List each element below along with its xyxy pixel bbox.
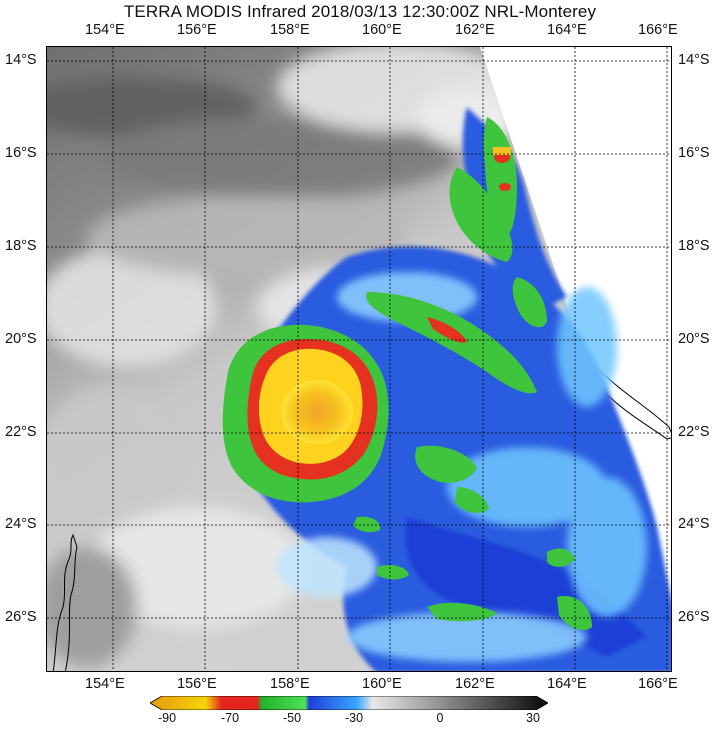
australia-coastline — [52, 533, 78, 671]
left-lat-label: 26°S — [5, 609, 37, 625]
left-lat-label: 16°S — [5, 145, 37, 161]
right-lat-label: 22°S — [678, 424, 710, 440]
top-lon-label: 164°E — [547, 22, 587, 38]
colorbar-tick-label: 30 — [526, 711, 540, 725]
bottom-lon-label: 164°E — [547, 676, 587, 692]
top-lon-label: 154°E — [85, 22, 125, 38]
top-lon-label: 156°E — [177, 22, 217, 38]
graticule — [47, 47, 671, 671]
bottom-lon-label: 154°E — [85, 676, 125, 692]
green-rain-bands — [353, 117, 592, 631]
red-rain-cells — [427, 147, 511, 343]
colorbar-tick-label: -50 — [282, 711, 302, 725]
cyclone-core — [222, 324, 389, 503]
left-lat-label: 22°S — [5, 424, 37, 440]
satellite-image — [47, 47, 671, 671]
colorbar — [150, 696, 548, 710]
gray-cloud-texture — [47, 47, 517, 671]
bottom-lon-label: 160°E — [362, 676, 402, 692]
right-lat-label: 26°S — [678, 609, 710, 625]
right-lat-label: 16°S — [678, 145, 710, 161]
colorbar-tick-label: 0 — [436, 711, 444, 725]
left-lat-label: 18°S — [5, 238, 37, 254]
colorbar-tick-label: -70 — [220, 711, 240, 725]
top-lon-label: 158°E — [270, 22, 310, 38]
left-lat-label: 24°S — [5, 516, 37, 532]
top-lon-label: 166°E — [638, 22, 678, 38]
right-lat-label: 14°S — [678, 52, 710, 68]
image-title: TERRA MODIS Infrared 2018/03/13 12:30:00… — [123, 2, 597, 21]
light-blue-cloud-bands — [277, 272, 647, 662]
right-lat-label: 24°S — [678, 516, 710, 532]
top-lon-label: 160°E — [362, 22, 402, 38]
colorbar-bar — [150, 696, 548, 710]
left-lat-label: 20°S — [5, 331, 37, 347]
satellite-map — [46, 46, 672, 672]
right-lat-label: 18°S — [678, 238, 710, 254]
left-lat-label: 14°S — [5, 52, 37, 68]
colorbar-tick-label: -90 — [157, 711, 177, 725]
bottom-lon-label: 158°E — [270, 676, 310, 692]
bottom-lon-label: 162°E — [455, 676, 495, 692]
right-lat-label: 20°S — [678, 331, 710, 347]
top-lon-label: 162°E — [455, 22, 495, 38]
colorbar-tick-label: -30 — [344, 711, 364, 725]
bottom-lon-label: 166°E — [638, 676, 678, 692]
bottom-lon-label: 156°E — [177, 676, 217, 692]
orange-center — [281, 380, 353, 444]
